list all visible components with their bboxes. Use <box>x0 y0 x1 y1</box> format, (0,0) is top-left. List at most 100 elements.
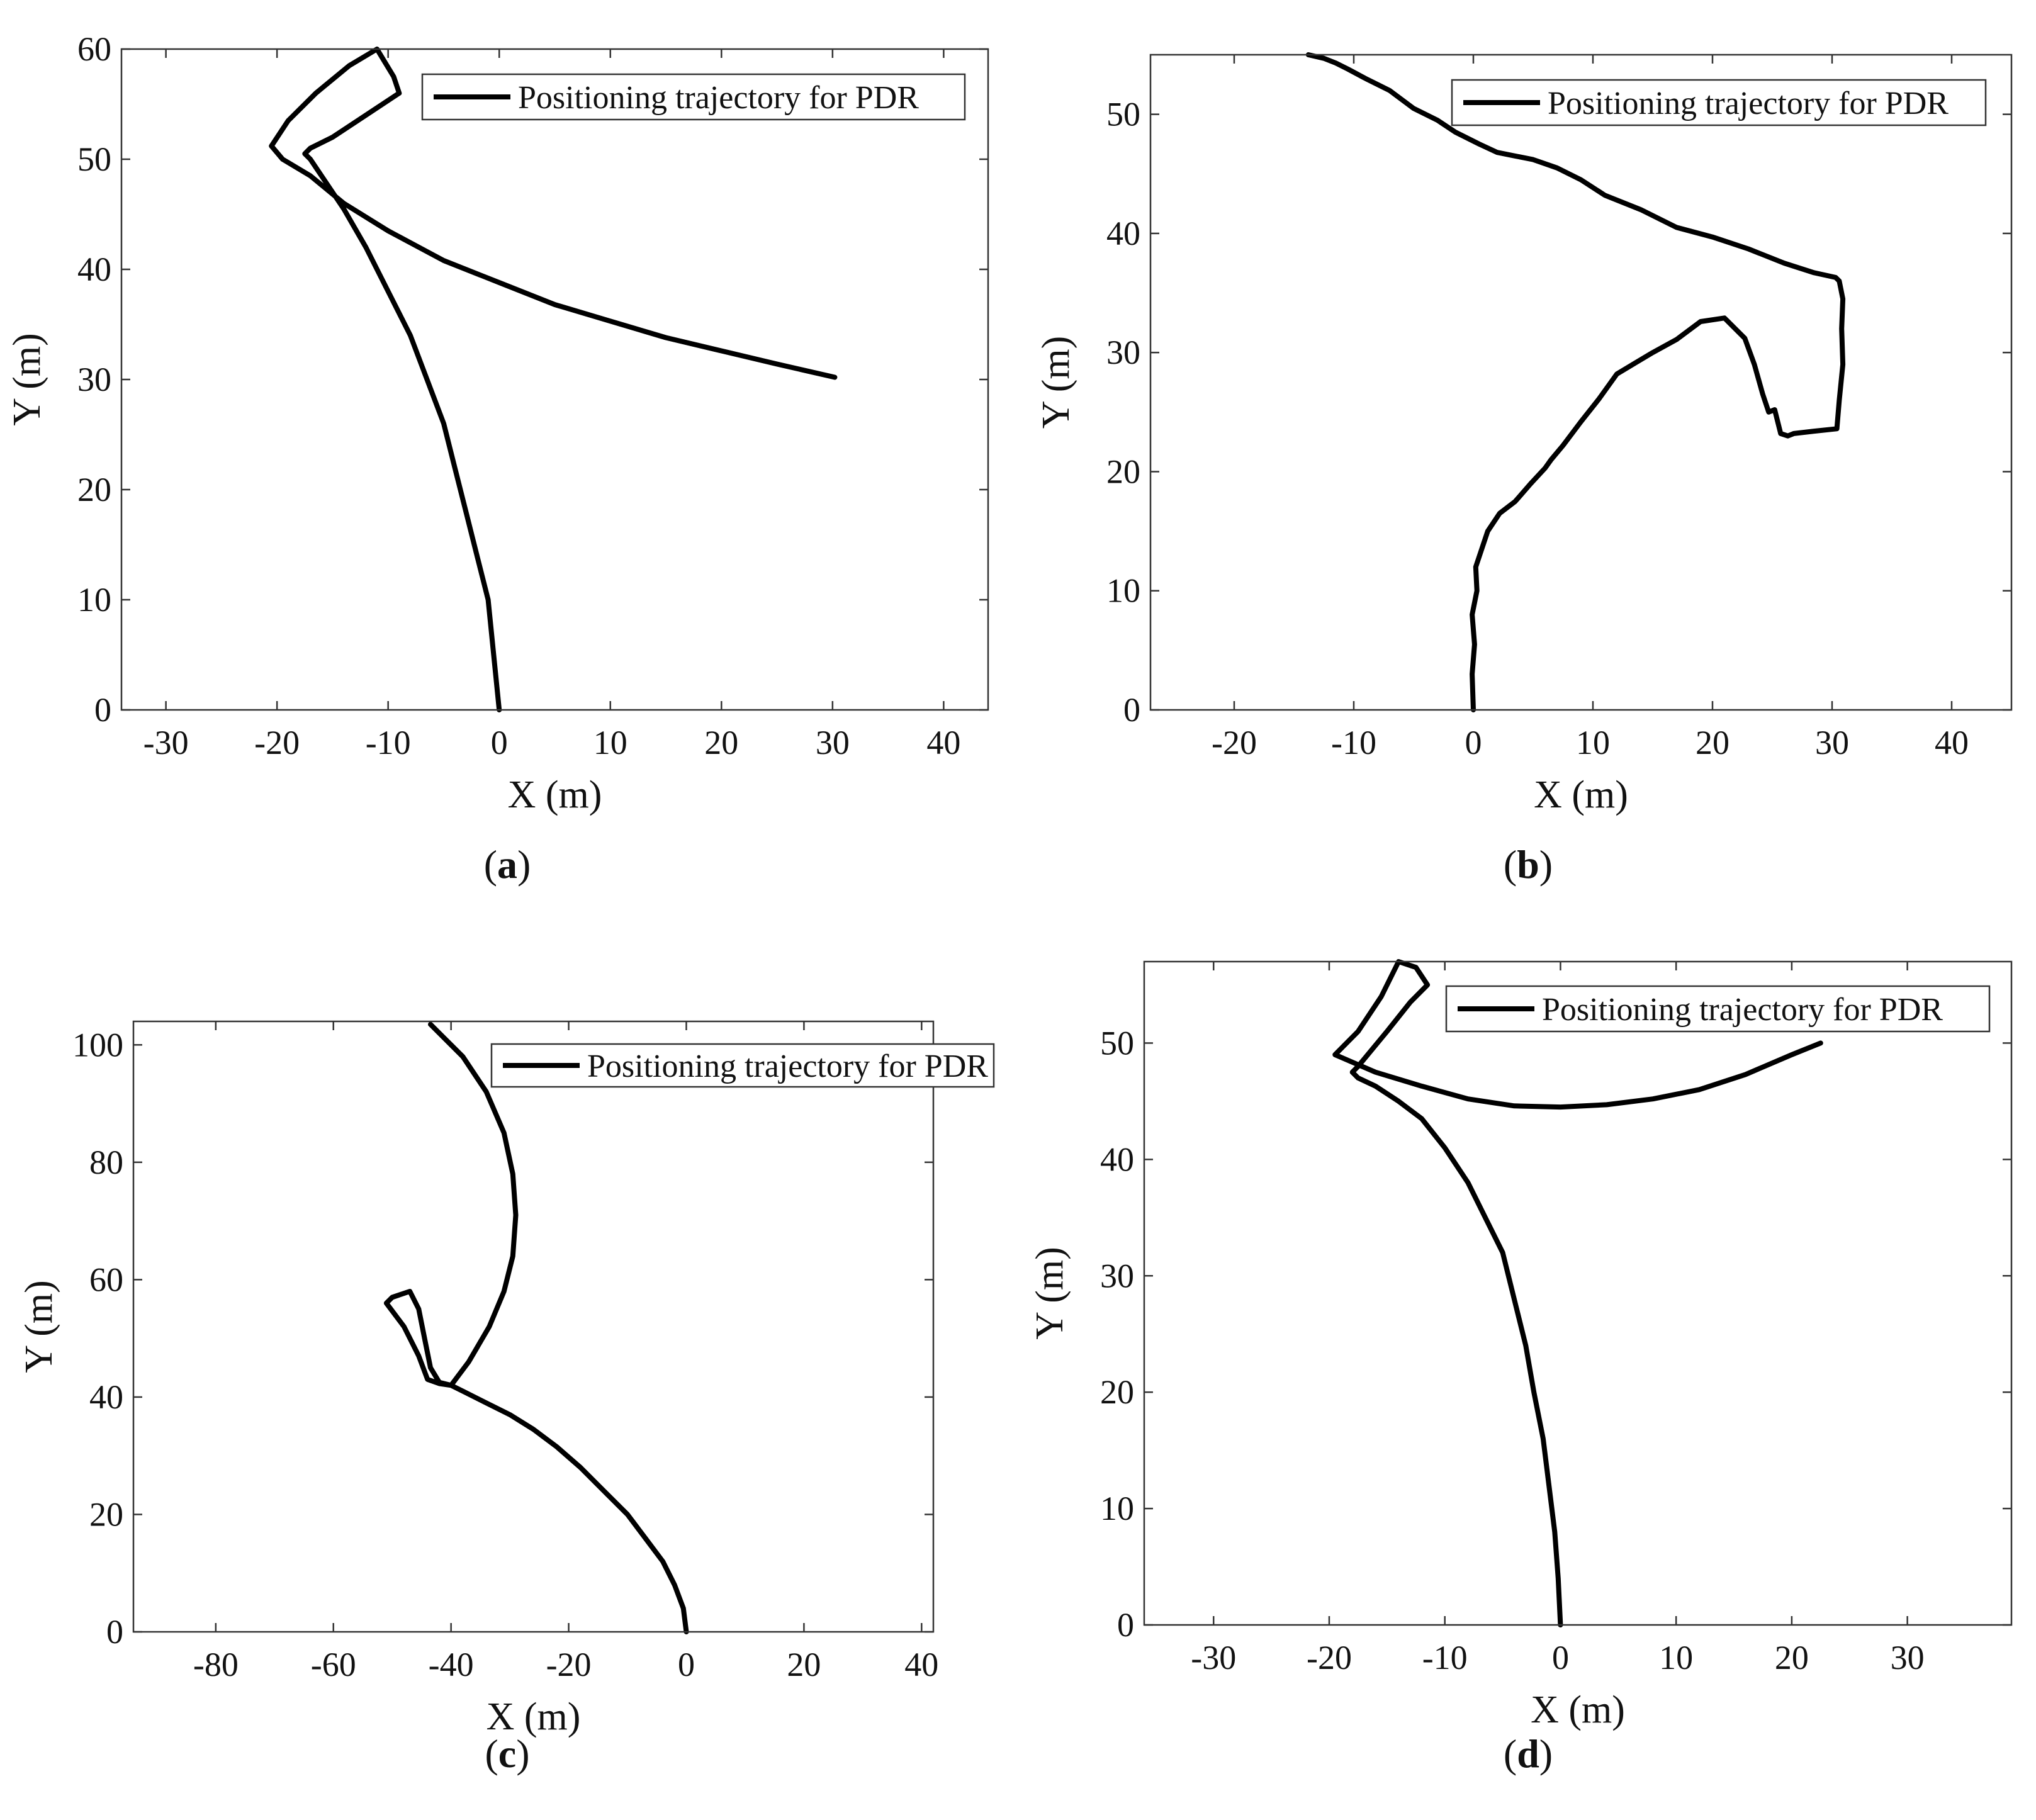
x-tick-label-d-6: 30 <box>1891 1639 1925 1677</box>
x-tick-label-a-7: 40 <box>926 724 960 761</box>
panel-caption-letter-b: b <box>1517 842 1539 887</box>
x-axis-label-b: X (m) <box>1534 773 1628 816</box>
x-tick-label-d-1: -20 <box>1307 1639 1352 1677</box>
panel-caption-d: (d) <box>1504 1731 1553 1776</box>
y-tick-label-b-2: 20 <box>1106 452 1140 490</box>
x-tick-label-d-3: 0 <box>1552 1639 1569 1677</box>
panel-b: -20 -10 0 10 20 30 40 0 10 20 30 40 50 Positioning … <box>1035 52 2013 887</box>
legend-box-d <box>1445 985 1991 1033</box>
trajectory-line-b <box>1305 52 1846 712</box>
panel-caption-letter-a: a <box>497 842 517 887</box>
x-tick-label-b-5: 30 <box>1815 724 1849 761</box>
x-tick-label-a-4: 10 <box>593 724 627 761</box>
legend-d: Positioning trajectory for PDR <box>1445 985 1991 1033</box>
y-tick-label-d-3: 30 <box>1100 1257 1134 1295</box>
x-tick-label-d-2: -10 <box>1422 1639 1468 1677</box>
y-tick-label-d-0: 0 <box>1117 1606 1134 1644</box>
y-tick-label-b-5: 50 <box>1106 96 1140 133</box>
x-tick-label-d-5: 20 <box>1775 1639 1809 1677</box>
y-tick-label-c-2: 40 <box>89 1378 123 1416</box>
x-tick-label-b-4: 20 <box>1696 724 1729 761</box>
panel-c: -80 -60 -40 -20 0 20 40 0 20 40 60 80 100 Positioni… <box>18 1020 995 1776</box>
x-tick-label-a-2: -10 <box>366 724 411 761</box>
trajectory-line-d <box>1332 959 1823 1627</box>
x-axis-label-d: X (m) <box>1531 1688 1625 1731</box>
y-tick-label-a-1: 10 <box>77 581 111 619</box>
x-tick-label-c-4: 0 <box>678 1646 695 1683</box>
y-tick-label-a-3: 30 <box>77 361 111 398</box>
y-tick-label-c-4: 80 <box>89 1143 123 1181</box>
legend-box-a <box>421 73 966 121</box>
x-tick-label-b-0: -20 <box>1212 724 1257 761</box>
x-tick-label-b-6: 40 <box>1935 724 1969 761</box>
ticks-a <box>121 48 988 711</box>
y-tick-label-b-4: 40 <box>1106 215 1140 252</box>
y-tick-label-d-4: 40 <box>1100 1140 1134 1178</box>
y-axis-label-a: Y (m) <box>6 333 48 426</box>
ticks-d <box>1144 962 2011 1626</box>
y-tick-label-b-0: 0 <box>1123 691 1140 729</box>
x-tick-label-c-3: -20 <box>546 1646 592 1683</box>
x-tick-label-c-5: 20 <box>787 1646 821 1683</box>
y-tick-labels-d: 0 10 20 30 40 50 <box>1100 1024 1134 1644</box>
y-axis-label-c: Y (m) <box>18 1280 60 1373</box>
y-tick-label-a-0: 0 <box>94 691 111 729</box>
x-tick-label-b-2: 0 <box>1465 724 1482 761</box>
plot-area-a <box>120 48 989 711</box>
legend-label-d: Positioning trajectory for PDR <box>1542 992 1943 1028</box>
y-tick-label-d-1: 10 <box>1100 1490 1134 1527</box>
x-axis-label-a: X (m) <box>508 773 602 816</box>
legend-label-c: Positioning trajectory for PDR <box>587 1048 988 1084</box>
panel-caption-c: (c) <box>485 1731 529 1776</box>
x-tick-label-a-0: -30 <box>143 724 189 761</box>
y-tick-label-b-1: 10 <box>1106 572 1140 610</box>
x-tick-labels-b: -20 -10 0 10 20 30 40 <box>1212 724 1969 761</box>
y-tick-labels-c: 0 20 40 60 80 100 <box>72 1026 123 1651</box>
y-tick-label-d-2: 20 <box>1100 1373 1134 1411</box>
x-tick-label-d-4: 10 <box>1659 1639 1693 1677</box>
y-tick-label-d-5: 50 <box>1100 1024 1134 1062</box>
x-tick-label-a-1: -20 <box>254 724 300 761</box>
panel-caption-letter-d: d <box>1517 1731 1539 1776</box>
x-axis-label-c: X (m) <box>487 1695 581 1738</box>
trajectory-line-c <box>383 1021 689 1634</box>
y-axis-label-b: Y (m) <box>1035 336 1077 429</box>
x-tick-label-c-1: -60 <box>311 1646 356 1683</box>
y-tick-labels-a: 0 10 20 30 40 50 60 <box>77 30 111 729</box>
panel-caption-b: (b) <box>1504 842 1553 887</box>
y-tick-label-c-3: 60 <box>89 1261 123 1298</box>
y-tick-label-c-5: 100 <box>72 1026 123 1064</box>
y-tick-label-c-1: 20 <box>89 1495 123 1533</box>
legend-a: Positioning trajectory for PDR <box>421 73 966 121</box>
legend-c: Positioning trajectory for PDR <box>490 1043 995 1088</box>
ticks-c <box>133 1021 933 1633</box>
panel-a: -30 -20 -10 0 10 20 30 40 0 10 20 30 40 50 60 Positio… <box>6 30 989 887</box>
y-axis-label-d: Y (m) <box>1028 1247 1071 1340</box>
x-tick-label-a-5: 20 <box>704 724 738 761</box>
x-tick-label-b-1: -10 <box>1331 724 1376 761</box>
y-tick-label-a-6: 60 <box>77 30 111 68</box>
x-tick-label-a-6: 30 <box>816 724 850 761</box>
legend-label-a: Positioning trajectory for PDR <box>518 80 919 116</box>
x-tick-labels-d: -30 -20 -10 0 10 20 30 <box>1191 1639 1924 1677</box>
x-tick-label-c-0: -80 <box>193 1646 239 1683</box>
ticks-b <box>1150 55 2011 711</box>
x-tick-label-c-6: 40 <box>904 1646 938 1683</box>
plot-area-d <box>1143 960 2013 1626</box>
x-tick-label-b-3: 10 <box>1576 724 1610 761</box>
legend-b: Positioning trajectory for PDR <box>1451 79 1987 126</box>
trajectory-line-a <box>269 47 838 712</box>
panel-caption-a: (a) <box>484 842 531 887</box>
y-tick-label-a-5: 50 <box>77 140 111 178</box>
panel-d: -30 -20 -10 0 10 20 30 0 10 20 30 40 50 Positioning… <box>1028 959 2013 1776</box>
legend-box-b <box>1451 79 1987 126</box>
x-tick-label-c-2: -40 <box>429 1646 474 1683</box>
x-tick-label-a-3: 0 <box>491 724 508 761</box>
plot-area-c <box>132 1020 935 1633</box>
x-tick-label-d-0: -30 <box>1191 1639 1236 1677</box>
y-tick-label-c-0: 0 <box>106 1613 123 1651</box>
plot-area-b <box>1149 53 2013 711</box>
y-tick-label-b-3: 30 <box>1106 334 1140 371</box>
x-tick-labels-c: -80 -60 -40 -20 0 20 40 <box>193 1646 938 1683</box>
